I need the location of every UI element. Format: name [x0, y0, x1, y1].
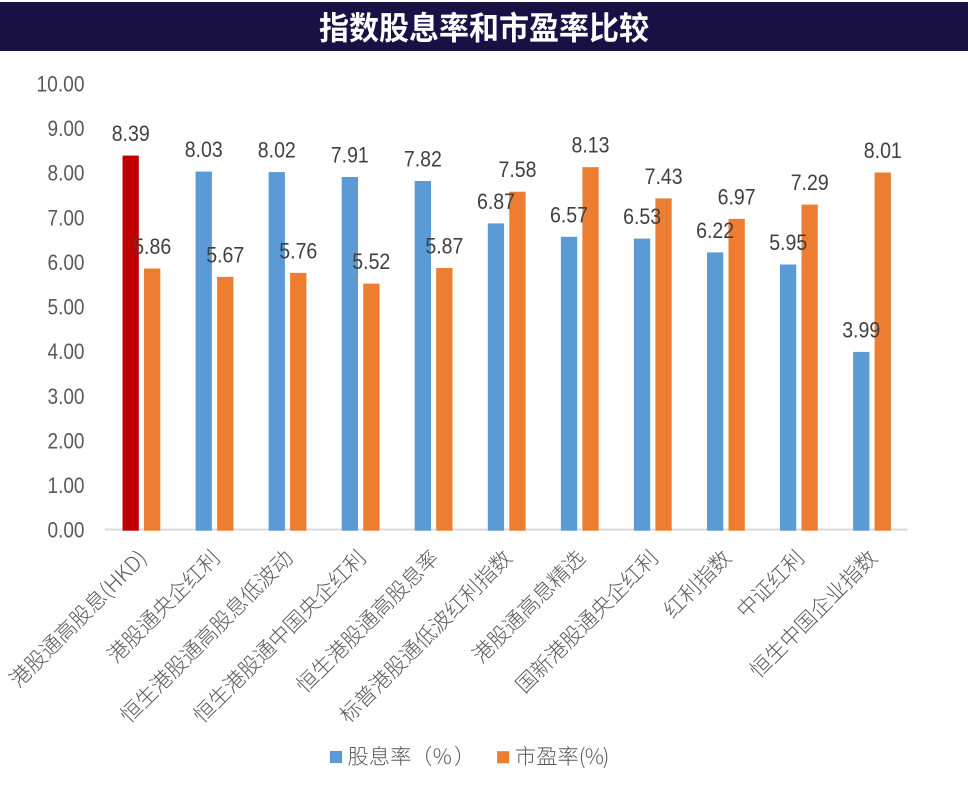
svg-text:7.43: 7.43 — [645, 164, 683, 189]
svg-text:5.87: 5.87 — [425, 234, 463, 259]
svg-text:5.76: 5.76 — [279, 238, 317, 263]
svg-text:9.00: 9.00 — [48, 116, 85, 141]
svg-text:8.03: 8.03 — [185, 137, 223, 162]
svg-text:7.29: 7.29 — [791, 170, 829, 195]
svg-text:1.00: 1.00 — [48, 473, 85, 498]
svg-text:3.00: 3.00 — [48, 384, 85, 409]
svg-text:3.99: 3.99 — [842, 317, 880, 342]
svg-text:5.67: 5.67 — [206, 242, 244, 267]
svg-text:6.53: 6.53 — [623, 204, 661, 229]
svg-text:2.00: 2.00 — [48, 428, 85, 453]
svg-text:6.87: 6.87 — [477, 189, 515, 214]
svg-text:4.00: 4.00 — [48, 339, 85, 364]
svg-text:5.95: 5.95 — [769, 230, 807, 255]
svg-text:8.13: 8.13 — [572, 133, 610, 158]
svg-text:10.00: 10.00 — [37, 71, 85, 96]
svg-text:6.22: 6.22 — [696, 218, 734, 243]
svg-text:8.02: 8.02 — [258, 138, 296, 163]
svg-text:8.01: 8.01 — [864, 138, 902, 163]
svg-text:8.00: 8.00 — [48, 161, 85, 186]
svg-text:7.58: 7.58 — [499, 157, 537, 182]
svg-text:6.97: 6.97 — [718, 184, 756, 209]
svg-text:7.91: 7.91 — [331, 143, 369, 168]
svg-text:0.00: 0.00 — [48, 518, 85, 543]
svg-text:5.52: 5.52 — [352, 249, 390, 274]
svg-text:7.00: 7.00 — [48, 205, 85, 230]
svg-text:8.39: 8.39 — [112, 121, 150, 146]
svg-text:6.57: 6.57 — [550, 202, 588, 227]
svg-text:6.00: 6.00 — [48, 250, 85, 275]
svg-text:7.82: 7.82 — [404, 147, 442, 172]
svg-text:5.86: 5.86 — [133, 234, 171, 259]
svg-text:5.00: 5.00 — [48, 295, 85, 320]
